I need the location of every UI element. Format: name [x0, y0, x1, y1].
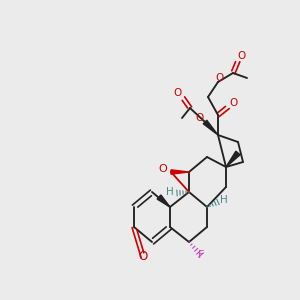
- Polygon shape: [157, 195, 170, 207]
- Text: H: H: [166, 187, 174, 197]
- Text: O: O: [138, 250, 148, 263]
- Polygon shape: [203, 120, 218, 135]
- Text: O: O: [237, 51, 245, 61]
- Text: H: H: [220, 195, 228, 205]
- Polygon shape: [171, 170, 189, 174]
- Text: O: O: [215, 73, 223, 83]
- Polygon shape: [226, 151, 240, 167]
- Text: O: O: [229, 98, 237, 108]
- Text: O: O: [174, 88, 182, 98]
- Text: F: F: [198, 250, 204, 260]
- Text: O: O: [196, 113, 204, 123]
- Text: O: O: [159, 164, 167, 174]
